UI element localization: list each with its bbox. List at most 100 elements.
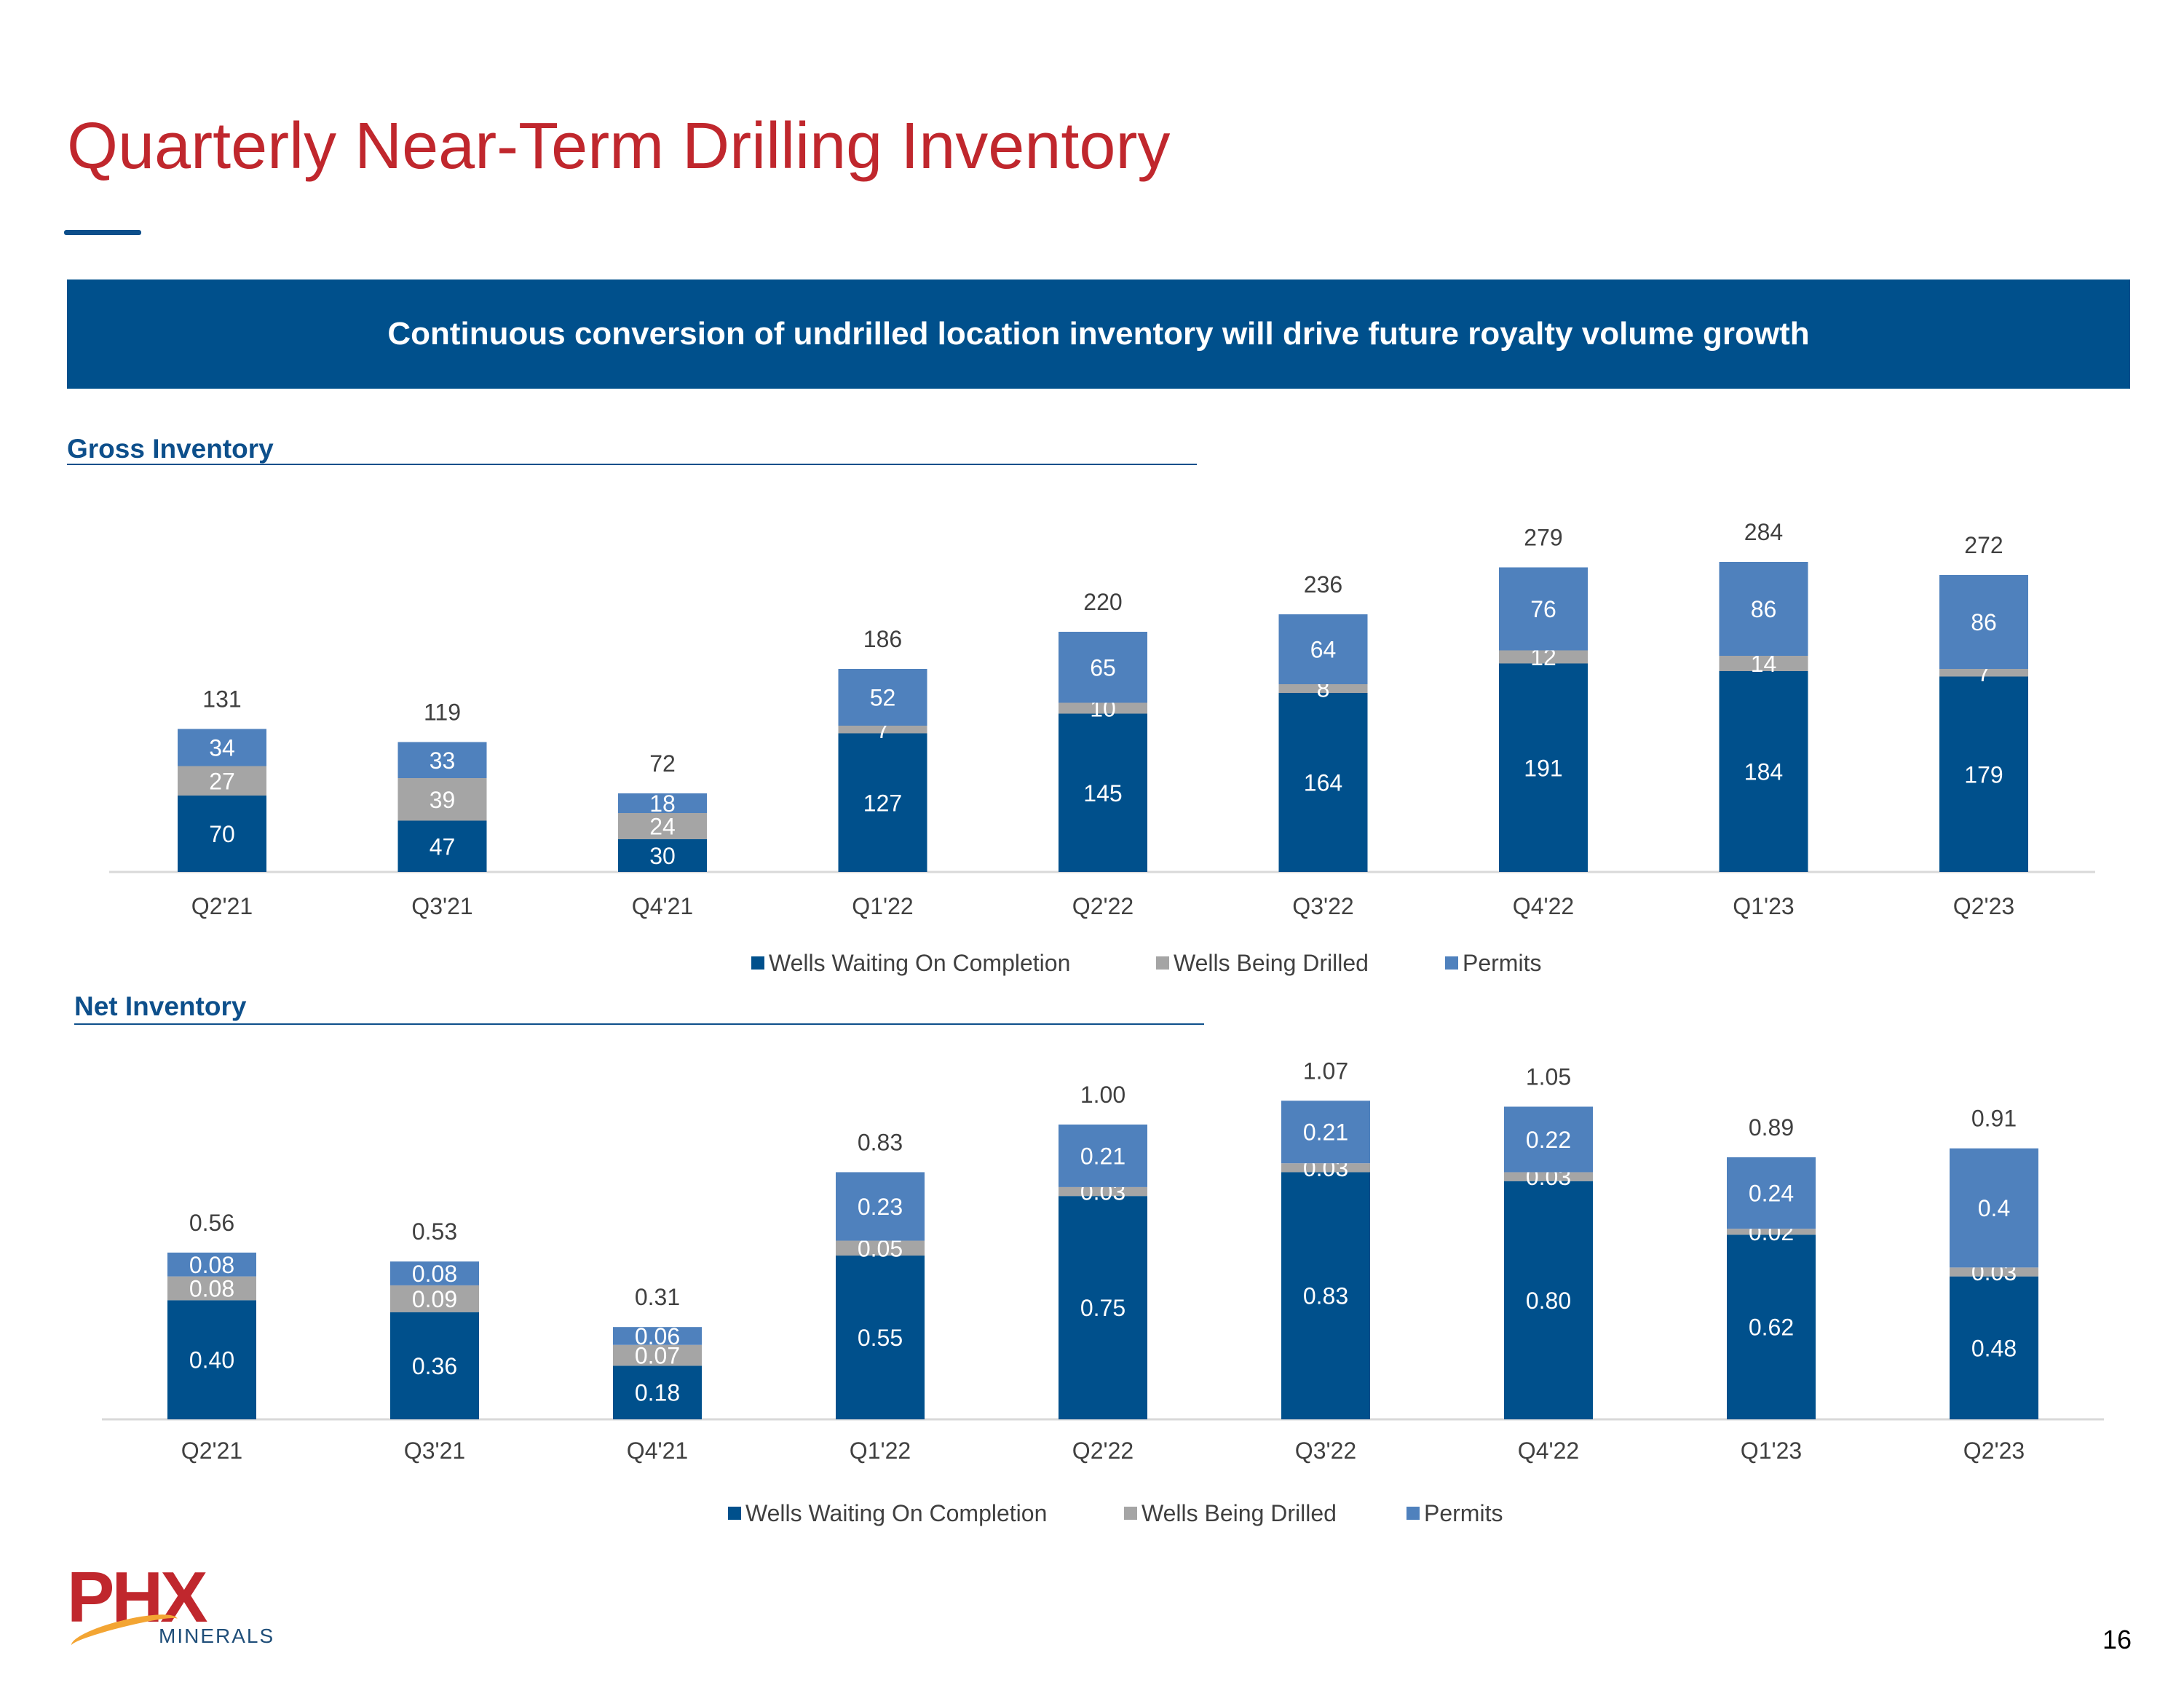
- total-label-6: 279: [1524, 525, 1562, 551]
- data-label-permits-3: 0.23: [858, 1194, 903, 1220]
- bar-permits-1: [397, 742, 487, 778]
- total-label-4: 220: [1083, 589, 1122, 615]
- bar-permits-4: [1059, 632, 1147, 703]
- bar-permits-0: [178, 729, 266, 766]
- data-label-permits-5: 0.21: [1303, 1119, 1348, 1146]
- bar-drilled-1: [397, 778, 487, 821]
- bar-waiting-4: [1059, 713, 1147, 872]
- x-tick-label-5: Q3'22: [1292, 893, 1353, 919]
- bar-drilled-3: [838, 726, 927, 734]
- x-tick-label-1: Q3'21: [404, 1438, 465, 1464]
- bar-waiting-2: [618, 839, 707, 872]
- title-underline: [64, 230, 141, 235]
- data-label-drilled-2: 24: [649, 814, 676, 840]
- bar-drilled-0: [167, 1276, 256, 1301]
- total-label-2: 72: [649, 750, 676, 777]
- data-label-waiting-7: 0.62: [1749, 1315, 1794, 1341]
- bar-waiting-8: [1939, 676, 2028, 872]
- net-inventory-chart: 0.400.080.080.56Q2'210.360.090.080.53Q3'…: [102, 1058, 2104, 1526]
- bar-waiting-4: [1059, 1196, 1147, 1419]
- data-label-drilled-0: 0.08: [189, 1276, 234, 1302]
- total-label-3: 186: [863, 626, 902, 652]
- bar-permits-3: [838, 669, 927, 726]
- logo-subtitle: MINERALS: [159, 1625, 275, 1647]
- legend-label-permits: Permits: [1463, 950, 1541, 976]
- bar-drilled-7: [1719, 656, 1808, 671]
- total-label-8: 0.91: [1971, 1106, 2017, 1132]
- total-label-7: 284: [1744, 519, 1783, 545]
- data-label-waiting-4: 145: [1083, 780, 1122, 806]
- bar-permits-8: [1950, 1148, 2038, 1268]
- data-label-permits-0: 0.08: [189, 1252, 234, 1278]
- total-label-0: 131: [202, 686, 241, 713]
- bar-permits-2: [618, 793, 707, 813]
- data-label-permits-7: 86: [1751, 596, 1777, 622]
- x-tick-label-1: Q3'21: [411, 893, 472, 919]
- bar-drilled-1: [390, 1285, 479, 1312]
- data-label-permits-7: 0.24: [1749, 1181, 1794, 1207]
- legend-label-drilled: Wells Being Drilled: [1142, 1500, 1337, 1526]
- x-tick-label-7: Q1'23: [1741, 1438, 1802, 1464]
- net-inventory-label: Net Inventory: [74, 991, 247, 1021]
- legend-swatch-permits: [1406, 1507, 1420, 1520]
- bar-waiting-1: [390, 1312, 479, 1419]
- data-label-permits-1: 33: [430, 748, 456, 774]
- bar-drilled-8: [1939, 669, 2028, 677]
- bar-permits-5: [1281, 1101, 1370, 1164]
- x-tick-label-4: Q2'22: [1072, 893, 1133, 919]
- bar-waiting-0: [178, 796, 266, 872]
- bar-waiting-5: [1281, 1172, 1370, 1419]
- total-label-1: 0.53: [412, 1218, 457, 1245]
- bar-waiting-3: [838, 733, 927, 872]
- data-label-waiting-4: 0.75: [1080, 1295, 1125, 1321]
- bar-drilled-4: [1059, 702, 1147, 714]
- bar-drilled-5: [1278, 684, 1368, 693]
- total-label-3: 0.83: [858, 1129, 903, 1155]
- x-tick-label-6: Q4'22: [1513, 893, 1574, 919]
- data-label-permits-8: 86: [1971, 609, 1997, 635]
- total-label-1: 119: [424, 699, 461, 726]
- x-tick-label-0: Q2'21: [191, 893, 253, 919]
- data-label-permits-2: 0.06: [635, 1323, 680, 1349]
- bar-drilled-8: [1950, 1267, 2038, 1277]
- x-tick-label-0: Q2'21: [181, 1438, 242, 1464]
- bar-permits-7: [1727, 1157, 1816, 1229]
- phx-minerals-logo: PHX MINERALS: [67, 1557, 273, 1657]
- banner-text: Continuous conversion of undrilled locat…: [387, 316, 1810, 352]
- bar-drilled-2: [618, 813, 707, 839]
- x-tick-label-7: Q1'23: [1733, 893, 1794, 919]
- total-label-5: 1.07: [1303, 1058, 1348, 1084]
- bar-permits-6: [1504, 1106, 1593, 1173]
- gross-inventory-rule: [67, 464, 1197, 465]
- data-label-waiting-6: 0.80: [1526, 1288, 1571, 1314]
- data-label-permits-5: 64: [1310, 637, 1337, 663]
- total-label-8: 272: [1964, 532, 2003, 558]
- x-tick-label-4: Q2'22: [1072, 1438, 1133, 1464]
- bar-permits-7: [1719, 562, 1808, 656]
- legend-label-drilled: Wells Being Drilled: [1174, 950, 1369, 976]
- bar-drilled-7: [1727, 1229, 1816, 1235]
- bar-waiting-5: [1278, 693, 1368, 872]
- total-label-7: 0.89: [1749, 1114, 1794, 1141]
- bar-drilled-5: [1281, 1163, 1370, 1173]
- data-label-waiting-0: 0.40: [189, 1347, 234, 1373]
- bar-drilled-3: [836, 1240, 925, 1256]
- data-label-drilled-1: 0.09: [412, 1286, 457, 1312]
- data-label-drilled-0: 27: [209, 768, 235, 794]
- data-label-permits-4: 0.21: [1080, 1143, 1125, 1169]
- bar-waiting-0: [167, 1300, 256, 1419]
- page-number: 16: [2102, 1625, 2132, 1654]
- logo-wordmark: PHX: [67, 1557, 208, 1637]
- bar-permits-5: [1278, 614, 1368, 684]
- data-label-waiting-2: 30: [649, 843, 676, 869]
- bar-waiting-2: [613, 1365, 702, 1419]
- x-tick-label-2: Q4'21: [627, 1438, 688, 1464]
- legend-swatch-drilled: [1124, 1507, 1137, 1520]
- total-label-0: 0.56: [189, 1210, 234, 1236]
- data-label-waiting-2: 0.18: [635, 1380, 680, 1406]
- gross-inventory-label: Gross Inventory: [67, 434, 274, 464]
- bar-drilled-6: [1504, 1172, 1593, 1181]
- data-label-waiting-7: 184: [1744, 759, 1783, 785]
- key-message-banner: Continuous conversion of undrilled locat…: [67, 279, 2130, 389]
- bar-permits-8: [1939, 575, 2028, 669]
